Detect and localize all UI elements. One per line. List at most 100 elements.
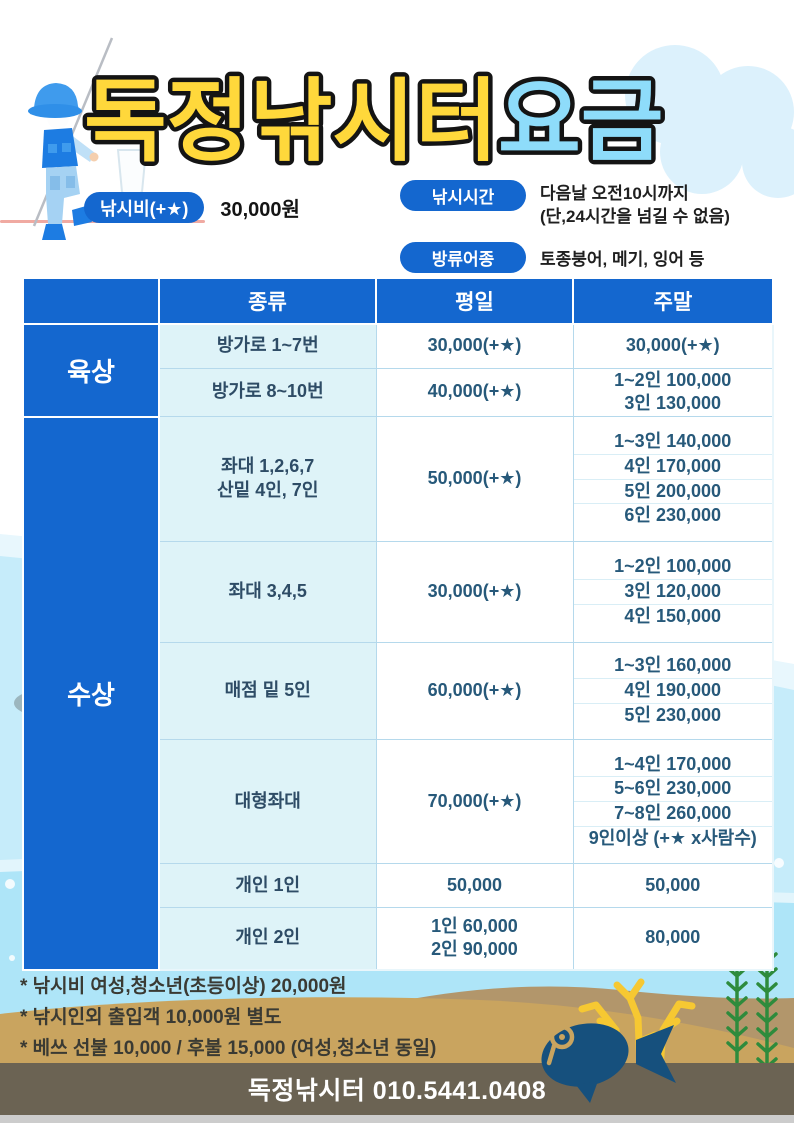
weekend-cell-line: 1~2인 100,000 — [614, 556, 732, 577]
fishing-time-row: 낚시시간 다음날 오전10시까지 (단,24시간을 넘길 수 없음) — [400, 180, 730, 229]
weekend-cell-line: 80,000 — [645, 927, 701, 948]
weekday-cell-line: 1인 60,000 — [431, 915, 518, 936]
kind-cell-line: 대형좌대 — [234, 790, 301, 811]
rate-table: 종류 평일 주말 육상 방가로 1~7번 30,000(+★) 30,000(+★) 방… — [22, 277, 774, 971]
weekend-cell-line: 6인 230,000 — [573, 503, 772, 528]
weekend-cell-line: 9인이상 (+★ x사람수) — [573, 825, 772, 851]
weekend-cell: 80,000 — [572, 907, 774, 970]
weekday-cell: 30,000(+★) — [375, 541, 574, 643]
fee-row: 낚시비(+★) 30,000원 — [84, 192, 300, 223]
weekend-cell-line: 1~3인 160,000 — [614, 655, 732, 676]
weekend-cell-line: 4인 190,000 — [573, 678, 772, 703]
weekday-cell: 60,000(+★) — [375, 642, 574, 740]
header-kind: 종류 — [158, 277, 377, 325]
weekend-cell-line: 1~2인 100,000 — [614, 369, 732, 390]
weekend-cell-line: 30,000(+★) — [625, 335, 720, 356]
time-line1: 다음날 오전10시까지 — [540, 184, 689, 203]
kind-cell: 좌대 1,2,6,7 산밑 4인, 7인 — [158, 416, 377, 542]
kind-cell: 대형좌대 — [158, 739, 377, 864]
weekday-cell-line: 50,000 — [446, 874, 503, 895]
weekday-cell-line: 30,000(+★) — [427, 335, 522, 356]
weekend-cell-line: 4인 150,000 — [573, 603, 772, 629]
weekday-cell: 30,000(+★) — [375, 323, 574, 369]
note-line-1: * 낚시비 여성,청소년(초등이상) 20,000원 — [20, 976, 347, 997]
table-row: 좌대 3,4,5 30,000(+★) 1~2인 100,000 3인 120,000… — [23, 541, 774, 643]
kind-cell-line: 개인 1인 — [235, 874, 301, 895]
footer-contact: 독정낚시터 010.5441.0408 — [247, 1077, 547, 1105]
table-row: 대형좌대 70,000(+★) 1~4인 170,000 5~6인 230,000 7~… — [23, 739, 774, 864]
footer-bar: 독정낚시터 010.5441.0408 — [0, 1063, 794, 1115]
header-corner — [22, 277, 160, 325]
group-label: 수상 — [22, 415, 160, 971]
weekend-cell-line: 1~3인 140,000 — [614, 431, 732, 451]
fish-badge: 방류어종 — [400, 241, 526, 273]
weekday-cell-line: 30,000(+★) — [427, 581, 522, 602]
cloud-shape — [625, 45, 794, 198]
kind-cell: 개인 2인 — [158, 907, 377, 970]
weekday-cell-line: 50,000(+★) — [427, 468, 522, 489]
weekday-cell: 50,000(+★) — [375, 416, 574, 542]
group-label: 육상 — [22, 323, 160, 418]
time-text: 다음날 오전10시까지 (단,24시간을 넘길 수 없음) — [540, 180, 730, 229]
bottom-strip — [0, 1115, 794, 1123]
title-part-yellow: 독정낚시터 — [84, 72, 498, 172]
table-row: 개인 1인 50,000 50,000 — [23, 863, 774, 908]
weekend-cell: 1~2인 100,000 3인 120,000 4인 150,000 — [572, 541, 774, 643]
weekday-cell: 70,000(+★) — [375, 739, 574, 864]
kind-cell: 방가로 1~7번 — [158, 323, 377, 369]
weekday-cell-line: 2인 90,000 — [431, 939, 518, 960]
notes: * 낚시비 여성,청소년(초등이상) 20,000원 * 낚시인외 출입객 10… — [20, 971, 436, 1064]
kind-cell-line: 방가로 1~7번 — [216, 335, 319, 356]
weekend-cell: 1~4인 170,000 5~6인 230,000 7~8인 260,000 9인이상… — [572, 739, 774, 864]
fisherman-illustration — [28, 37, 148, 240]
kind-cell-line: 좌대 1,2,6,7 — [221, 456, 315, 477]
kind-cell-line: 매점 밑 5인 — [224, 680, 311, 701]
kind-cell-line: 좌대 3,4,5 — [228, 581, 307, 602]
page-title: 독정낚시터요금 — [80, 68, 669, 177]
note-line-2: * 낚시인외 출입객 10,000원 별도 — [20, 1007, 282, 1028]
kind-cell: 좌대 3,4,5 — [158, 541, 377, 643]
weekday-cell-line: 40,000(+★) — [427, 381, 522, 402]
weekday-cell-line: 60,000(+★) — [427, 680, 522, 701]
weekday-cell: 40,000(+★) — [375, 367, 574, 417]
fisherman-body — [28, 83, 99, 240]
info-panel: 낚시시간 다음날 오전10시까지 (단,24시간을 넘길 수 없음) 방류어종 … — [400, 180, 730, 273]
note-line-3: * 베쓰 선불 10,000 / 후불 15,000 (여성,청소년 동일) — [20, 1038, 437, 1059]
time-badge: 낚시시간 — [400, 180, 526, 211]
fish-value: 토종붕어, 메기, 잉어 등 — [540, 249, 705, 269]
fee-value: 30,000원 — [220, 199, 300, 221]
header-weekend: 주말 — [572, 277, 774, 325]
weekday-cell: 1인 60,000 2인 90,000 — [375, 907, 574, 970]
weekend-cell: 1~3인 160,000 4인 190,000 5인 230,000 — [572, 642, 774, 740]
weekend-cell-line: 3인 120,000 — [573, 579, 772, 604]
weekend-cell: 1~2인 100,000 3인 130,000 — [572, 367, 774, 417]
weekend-cell-line: 7~8인 260,000 — [573, 801, 772, 826]
fish-text: 토종붕어, 메기, 잉어 등 — [540, 242, 704, 271]
weekend-cell-line: 5인 230,000 — [573, 702, 772, 728]
weekend-cell: 30,000(+★) — [572, 323, 774, 369]
weekend-cell-line: 3인 130,000 — [624, 393, 722, 414]
header-weekday: 평일 — [375, 277, 574, 325]
weekday-cell: 50,000 — [375, 863, 574, 908]
weekend-cell: 1~3인 140,000 4인 170,000 5인 200,000 6인 230,0… — [572, 416, 774, 542]
kind-cell: 매점 밑 5인 — [158, 642, 377, 740]
released-fish-row: 방류어종 토종붕어, 메기, 잉어 등 — [400, 241, 730, 273]
fee-badge: 낚시비(+★) — [84, 192, 205, 223]
kind-cell-line: 방가로 8~10번 — [211, 381, 324, 402]
table-row: 매점 밑 5인 60,000(+★) 1~3인 160,000 4인 190,000 5… — [23, 642, 774, 740]
weekend-cell-line: 5인 200,000 — [573, 478, 772, 504]
table-header-row: 종류 평일 주말 — [22, 277, 774, 325]
weekend-cell-line: 5~6인 230,000 — [573, 776, 772, 801]
weekend-cell-line: 50,000 — [645, 874, 701, 895]
kind-cell-line: 산밑 4인, 7인 — [217, 480, 319, 500]
weekend-cell: 50,000 — [572, 863, 774, 908]
weekend-cell-line: 4인 170,000 — [573, 453, 772, 479]
kind-cell: 개인 1인 — [158, 863, 377, 908]
page-title-text: 독정낚시터요금 — [84, 72, 664, 172]
time-line2: (단,24시간을 넘길 수 없음) — [540, 207, 730, 227]
table-row: 개인 2인 1인 60,000 2인 90,000 80,000 — [23, 907, 774, 970]
table-row: 수상 좌대 1,2,6,7 산밑 4인, 7인 50,000(+★) 1~3인 140,… — [22, 415, 774, 971]
weekday-cell-line: 70,000(+★) — [427, 790, 522, 811]
kind-cell-line: 개인 2인 — [235, 927, 301, 948]
